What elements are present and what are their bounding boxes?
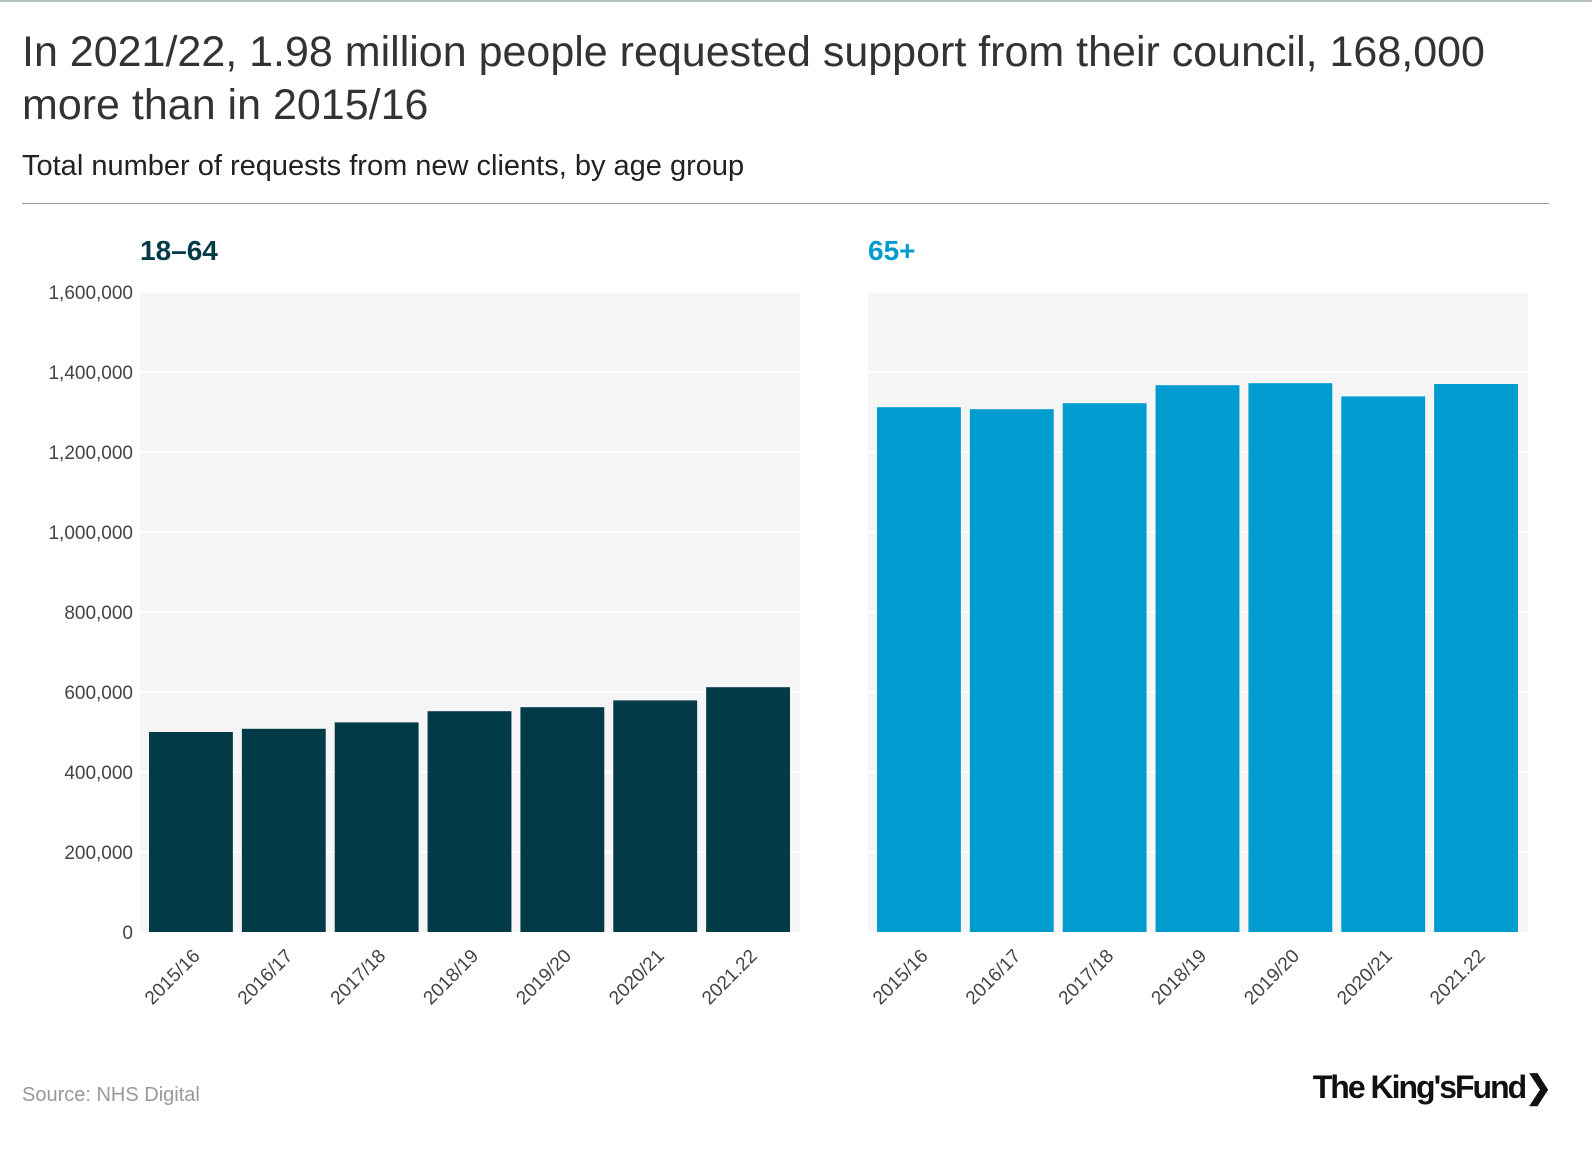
x-tick-label: 2019/20: [512, 946, 575, 1009]
bar: [1434, 384, 1518, 932]
x-tick-label: 2020/21: [605, 946, 668, 1009]
x-tick-label: 2021.22: [1426, 946, 1489, 1009]
x-tick-label: 2017/18: [1055, 946, 1118, 1009]
y-tick-label: 1,200,000: [48, 443, 133, 464]
x-tick-label: 2019/20: [1240, 946, 1303, 1009]
bar-charts: 0 200,000 400,000 600,000 800,000 1,000,000 1,…: [48, 235, 1528, 1009]
bar: [706, 687, 790, 932]
bar: [877, 407, 961, 932]
y-tick-label: 800,000: [64, 603, 133, 624]
bar: [969, 409, 1054, 932]
chart-subtitle: Total number of requests from new client…: [22, 150, 745, 182]
source-note: Source: NHS Digital: [22, 1084, 200, 1106]
y-tick-label: 1,600,000: [48, 283, 133, 304]
x-tick-label: 2021.22: [698, 946, 761, 1009]
y-tick-label: 600,000: [64, 683, 133, 704]
x-tick-label: 2018/19: [1148, 946, 1211, 1009]
bar: [334, 722, 419, 932]
x-tick-label: 2016/17: [234, 946, 297, 1009]
bar: [1155, 385, 1240, 932]
bar: [149, 732, 233, 932]
y-tick-label: 400,000: [64, 763, 133, 784]
bar: [241, 728, 326, 932]
x-tick-label: 2015/16: [869, 946, 932, 1009]
x-tick-label: 2018/19: [420, 946, 483, 1009]
kings-fund-logo: The King'sFund❯: [1312, 1069, 1552, 1105]
bar: [1341, 396, 1426, 932]
bar: [613, 700, 698, 932]
panel-title: 18–64: [140, 235, 218, 266]
y-tick-label: 200,000: [64, 843, 133, 864]
panel-title: 65+: [868, 235, 916, 266]
x-tick-label: 2020/21: [1333, 946, 1396, 1009]
bar: [1062, 403, 1147, 932]
bar: [520, 707, 605, 932]
x-tick-label: 2017/18: [327, 946, 390, 1009]
bar: [1248, 383, 1333, 932]
y-tick-label: 0: [122, 923, 133, 944]
y-tick-label: 1,400,000: [48, 363, 133, 384]
bar: [427, 711, 512, 932]
divider: [22, 203, 1549, 204]
y-tick-label: 1,000,000: [48, 523, 133, 544]
x-tick-label: 2016/17: [962, 946, 1025, 1009]
chart-title: In 2021/22, 1.98 million people requeste…: [22, 28, 1485, 129]
x-tick-label: 2015/16: [141, 946, 204, 1009]
